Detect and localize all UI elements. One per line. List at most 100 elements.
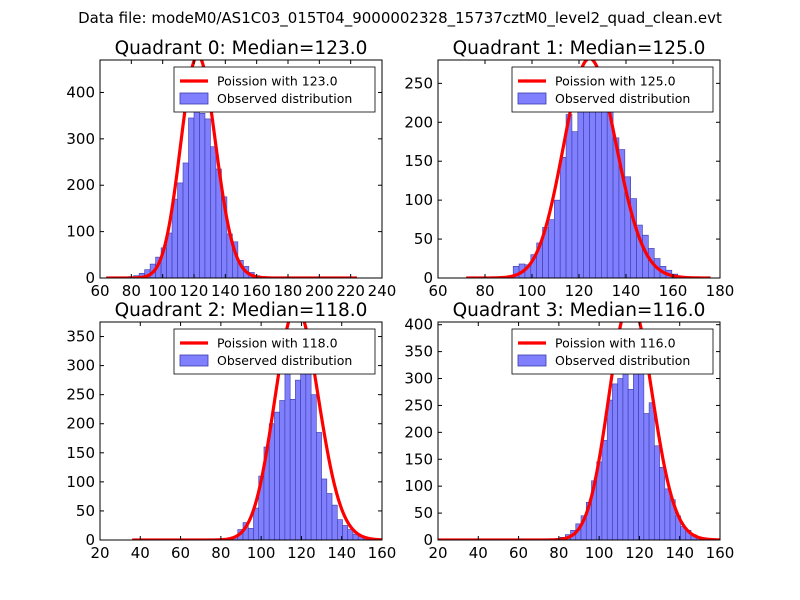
legend-label-poisson: Poission with 116.0 — [555, 336, 676, 351]
legend-box — [173, 328, 376, 375]
histogram-bar — [247, 528, 254, 540]
histogram-bar — [342, 525, 349, 540]
axes-frame — [437, 321, 721, 541]
histogram-bar — [617, 378, 624, 540]
y-tick-label: 250 — [404, 74, 433, 92]
histogram-bar — [595, 98, 602, 278]
subplot-title: Quadrant 0: Median=123.0 — [115, 38, 368, 59]
y-tick-label: 200 — [404, 113, 433, 131]
histogram-bar — [559, 157, 567, 278]
y-tick-label: 400 — [66, 83, 95, 101]
histogram-bar — [274, 411, 280, 540]
legend-box — [173, 66, 376, 113]
y-tick-label: 100 — [404, 191, 433, 209]
histogram-bar — [554, 199, 561, 278]
y-tick-label: 200 — [404, 423, 433, 441]
x-tick-label: 80 — [211, 544, 230, 562]
y-tick-label: 250 — [66, 386, 95, 404]
histogram-bar — [279, 400, 286, 540]
x-tick-label: 160 — [659, 282, 688, 300]
y-tick-label: 0 — [423, 269, 433, 287]
y-tick-label: 150 — [66, 444, 95, 462]
histogram-bar — [188, 117, 195, 278]
histogram-bar — [316, 432, 322, 540]
legend-label-poisson: Poission with 118.0 — [217, 336, 338, 351]
y-tick-label: 250 — [404, 396, 433, 414]
subplot-quadrant-2: 20 40 60 80 100 120 140 160 0 50 100 150 200 250 300 35… — [66, 300, 396, 562]
y-tick-label: 400 — [404, 316, 433, 334]
histogram-bar — [571, 131, 579, 278]
histogram-bar — [331, 504, 338, 540]
x-tick-label: 20 — [428, 544, 447, 562]
histogram-bar — [643, 413, 650, 540]
subplot-title: Quadrant 3: Median=116.0 — [453, 300, 706, 321]
x-tick-label: 180 — [274, 282, 303, 300]
y-tick-label: 200 — [66, 415, 95, 433]
legend-label-observed: Observed distribution — [217, 353, 352, 368]
x-tick-label: 140 — [327, 544, 356, 562]
y-tick-label: 150 — [404, 450, 433, 468]
histogram-bar — [638, 356, 645, 540]
x-tick-label: 60 — [90, 282, 109, 300]
histogram-bar — [654, 445, 660, 540]
histogram-bar — [627, 388, 634, 540]
y-tick-label: 100 — [404, 477, 433, 495]
legend-box — [511, 66, 714, 113]
subplot-quadrant-1: 60 80 100 120 140 160 180 0 50 100 150 200 250 Quadra… — [404, 38, 734, 300]
histogram-bar — [289, 399, 296, 540]
x-tick-label: 60 — [428, 282, 447, 300]
y-tick-label: 300 — [66, 357, 95, 375]
histogram-bar — [199, 113, 206, 278]
x-tick-label: 120 — [287, 544, 316, 562]
y-tick-label: 300 — [66, 130, 95, 148]
x-tick-label: 180 — [706, 282, 735, 300]
histogram-bar — [210, 146, 217, 278]
legend-label-observed: Observed distribution — [555, 353, 690, 368]
histogram-bar — [326, 493, 333, 540]
y-tick-label: 0 — [423, 531, 433, 549]
y-tick-label: 100 — [66, 473, 95, 491]
poisson-curve — [131, 322, 382, 540]
y-tick-label: 300 — [404, 370, 433, 388]
poisson-curve — [105, 60, 358, 278]
x-tick-label: 40 — [469, 544, 488, 562]
histogram-bar — [284, 368, 291, 540]
histogram-bar — [648, 402, 655, 540]
y-tick-label: 200 — [66, 176, 95, 194]
histogram-bar — [548, 219, 555, 278]
x-tick-label: 60 — [171, 544, 190, 562]
histogram-bar — [347, 529, 354, 540]
histogram-bar — [177, 182, 184, 278]
legend-label-poisson: Poission with 125.0 — [555, 74, 676, 89]
histogram-bar — [305, 362, 312, 540]
legend-bar-swatch — [179, 354, 209, 367]
histogram-bar — [622, 359, 629, 540]
y-tick-label: 150 — [404, 152, 433, 170]
histogram-bars — [559, 351, 702, 540]
axes-frame — [99, 321, 383, 541]
x-tick-label: 100 — [585, 544, 614, 562]
histogram-bar — [565, 114, 573, 278]
x-tick-label: 160 — [706, 544, 735, 562]
x-tick-label: 160 — [368, 544, 397, 562]
poisson-curve — [438, 322, 720, 540]
subplot-quadrant-0: 60 80 100 120 140 160 180 200 220 240010020030040… — [66, 38, 396, 300]
histogram-bar — [659, 467, 666, 540]
x-tick-label: 40 — [131, 544, 150, 562]
axes-frame — [99, 59, 383, 279]
x-tick-label: 120 — [565, 282, 594, 300]
histogram-bar — [589, 102, 596, 278]
histogram-bar — [295, 379, 301, 540]
legend-box — [511, 328, 714, 375]
histogram-bar — [300, 353, 307, 540]
histogram-bar — [606, 399, 613, 540]
histogram-bar — [601, 102, 608, 278]
subplot-title: Quadrant 1: Median=125.0 — [453, 38, 706, 59]
x-tick-label: 220 — [336, 282, 365, 300]
histogram-bar — [664, 488, 671, 540]
y-tick-label: 50 — [414, 504, 433, 522]
histogram-bar — [321, 478, 328, 540]
x-tick-label: 20 — [90, 544, 109, 562]
x-tick-label: 100 — [247, 544, 276, 562]
